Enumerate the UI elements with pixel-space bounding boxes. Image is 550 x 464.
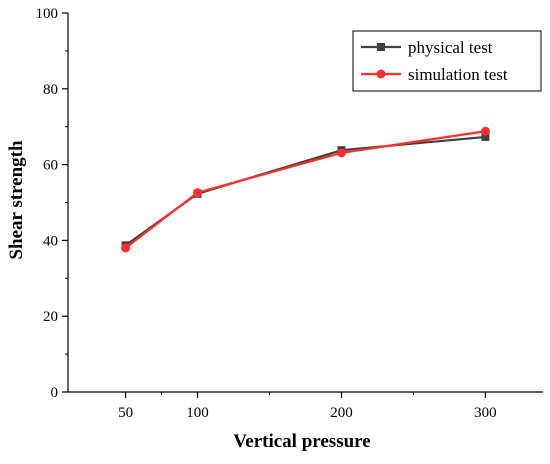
x-tick-label: 100 <box>186 405 209 421</box>
y-tick-label: 60 <box>43 158 58 174</box>
legend-box <box>352 30 542 92</box>
simulation-test-legend-marker <box>376 69 386 79</box>
y-tick-label: 100 <box>36 6 59 22</box>
y-tick-label: 0 <box>51 385 59 401</box>
physical-test-point <box>481 132 490 141</box>
y-axis-title: Shear strength <box>6 140 27 260</box>
simulation-test-point <box>193 188 203 198</box>
y-tick-label: 20 <box>43 309 58 325</box>
x-tick-label: 50 <box>118 405 133 421</box>
series-layer <box>121 126 490 253</box>
legend: physical test simulation test <box>352 30 542 92</box>
simulation-test-line <box>124 130 486 249</box>
x-ticks: 50 100 200 300 <box>118 392 497 421</box>
simulation-test-point <box>121 243 131 253</box>
x-tick-label: 300 <box>474 405 497 421</box>
simulation-test-point <box>480 126 490 136</box>
x-axis-title: Vertical pressure <box>233 431 370 452</box>
y-tick-label: 40 <box>43 233 58 249</box>
y-ticks: 0 20 40 60 80 100 <box>36 6 68 401</box>
x-tick-label: 200 <box>330 405 353 421</box>
physical-test-legend-label: physical test <box>408 38 493 57</box>
y-tick-label: 80 <box>43 82 58 98</box>
legend-items: physical test simulation test <box>361 38 508 84</box>
simulation-test-point <box>336 148 346 158</box>
physical-test-line <box>124 135 486 247</box>
simulation-test-legend-label: simulation test <box>408 65 508 84</box>
physical-test-legend-marker <box>377 43 385 51</box>
